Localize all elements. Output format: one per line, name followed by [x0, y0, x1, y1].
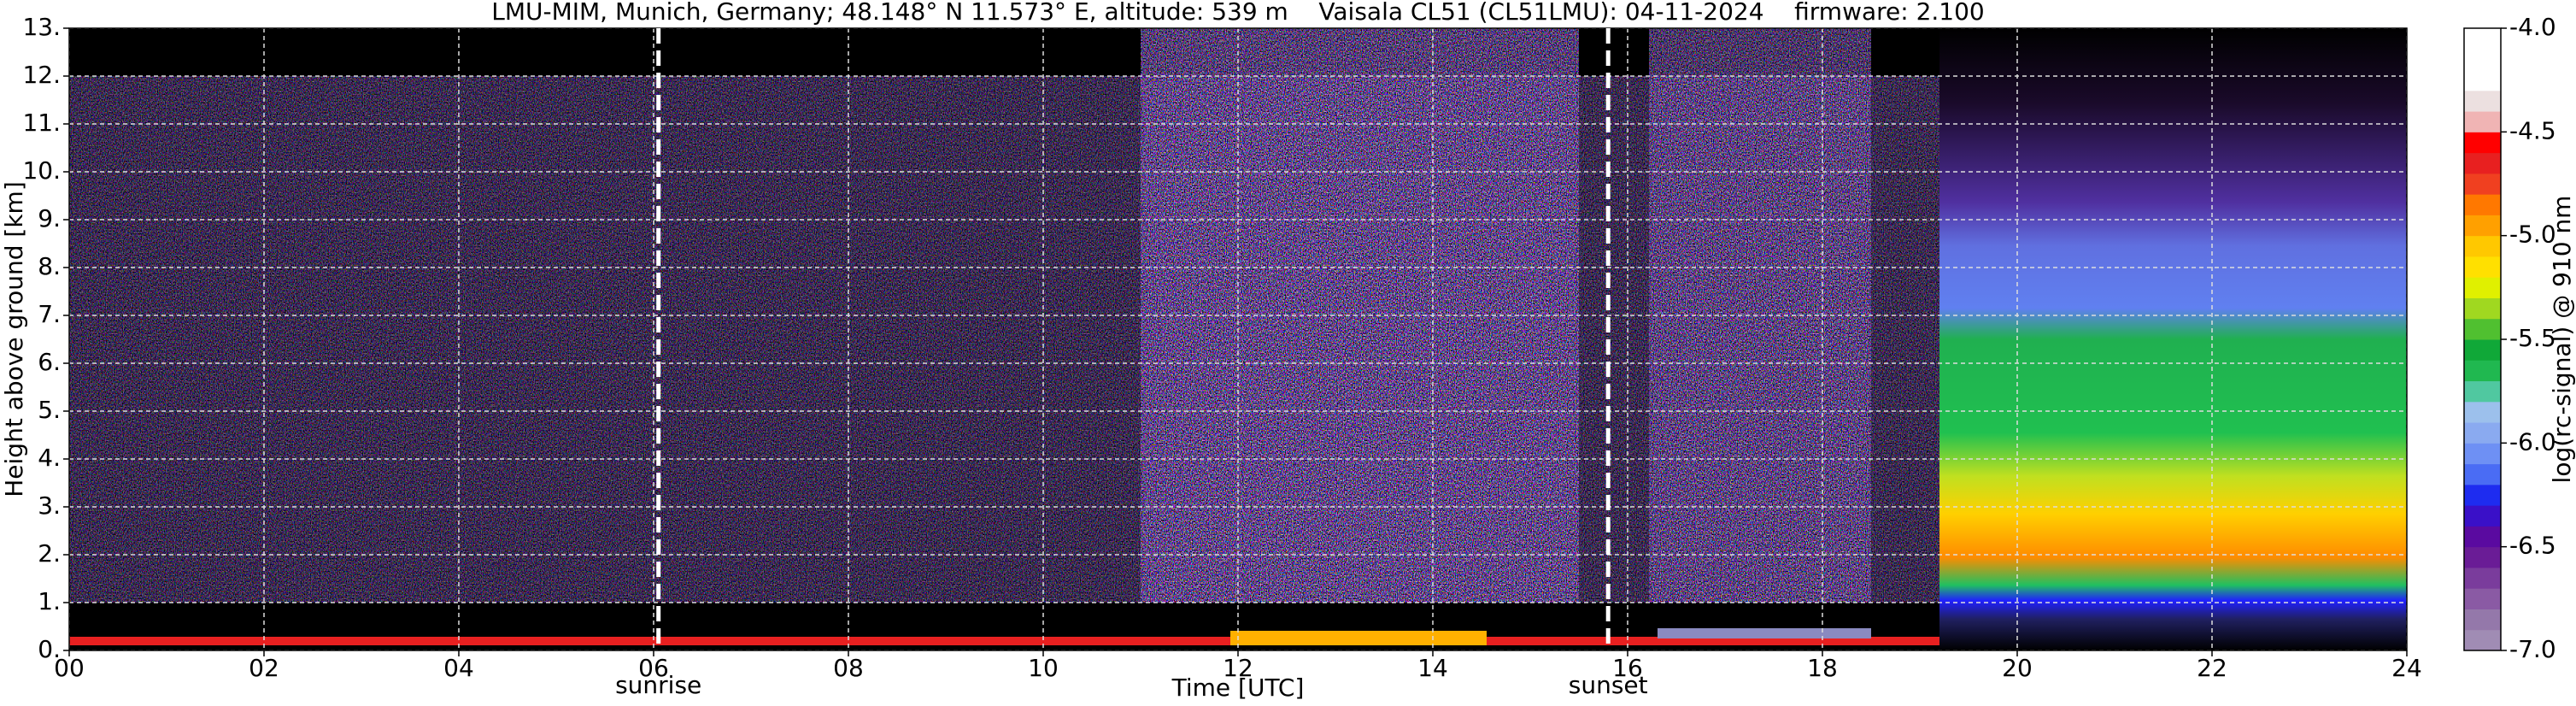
- colorbar-swatch: [2464, 546, 2501, 568]
- colorbar-swatch: [2464, 526, 2501, 548]
- colorbar-swatch: [2464, 111, 2501, 132]
- y-tick-label: 9.: [38, 204, 61, 232]
- annotation-label: sunrise: [615, 671, 701, 699]
- colorbar-swatch: [2464, 297, 2501, 320]
- colorbar-swatch: [2464, 256, 2501, 278]
- y-tick-label: 0.: [38, 635, 61, 663]
- colorbar-tick-label: -5.0: [2509, 221, 2556, 249]
- colorbar-swatch: [2464, 69, 2501, 91]
- colorbar-swatch: [2464, 505, 2501, 527]
- chart-title: LMU-MIM, Munich, Germany; 48.148° N 11.5…: [491, 0, 1985, 26]
- x-tick-label: 08: [833, 654, 864, 682]
- colorbar-swatch: [2464, 49, 2501, 71]
- y-tick-label: 5.: [38, 396, 61, 424]
- colorbar-tick-label: -4.0: [2509, 13, 2556, 41]
- x-tick-label: 02: [249, 654, 279, 682]
- y-tick-label: 3.: [38, 491, 61, 520]
- colorbar-tick-label: -5.5: [2509, 324, 2556, 352]
- y-tick-label: 4.: [38, 444, 61, 472]
- colorbar-swatch: [2464, 443, 2501, 465]
- x-tick-label: 10: [1028, 654, 1059, 682]
- colorbar-swatch: [2464, 28, 2501, 50]
- x-tick-label: 12: [1223, 654, 1253, 682]
- colorbar-swatch: [2464, 588, 2501, 609]
- x-axis-label: Time [UTC]: [1171, 674, 1305, 702]
- annotation-label: sunset: [1569, 671, 1648, 699]
- x-tick-label: 14: [1417, 654, 1448, 682]
- colorbar-swatch: [2464, 567, 2501, 589]
- colorbar-swatch: [2464, 484, 2501, 506]
- x-tick-label: 24: [2391, 654, 2422, 682]
- x-tick-label: 00: [54, 654, 85, 682]
- y-tick-label: 13.: [22, 13, 61, 41]
- colorbar-label: log(rc-signal) @ 910 nm: [2548, 196, 2576, 484]
- colorbar-swatch: [2464, 173, 2501, 195]
- y-axis-label: Height above ground [km]: [0, 181, 28, 497]
- y-tick-label: 11.: [22, 109, 61, 137]
- colorbar-swatch: [2464, 401, 2501, 423]
- y-tick-label: 10.: [22, 156, 61, 185]
- colorbar-swatch: [2464, 277, 2501, 298]
- colorbar-swatch: [2464, 215, 2501, 237]
- y-tick-label: 6.: [38, 348, 61, 376]
- x-tick-label: 04: [443, 654, 474, 682]
- y-tick-label: 12.: [22, 61, 61, 89]
- y-tick-label: 2.: [38, 539, 61, 568]
- colorbar-swatch: [2464, 152, 2501, 174]
- colorbar-swatch: [2464, 318, 2501, 340]
- colorbar-swatch: [2464, 629, 2501, 651]
- colorbar-tick-label: -6.0: [2509, 427, 2556, 456]
- x-tick-label: 18: [1807, 654, 1838, 682]
- colorbar-swatch: [2464, 90, 2501, 112]
- colorbar-swatch: [2464, 422, 2501, 444]
- colorbar-swatch: [2464, 132, 2501, 154]
- colorbar-swatch: [2464, 339, 2501, 361]
- x-tick-label: 06: [638, 654, 669, 682]
- colorbar-tick-label: -7.0: [2509, 635, 2556, 663]
- colorbar-swatch: [2464, 360, 2501, 382]
- colorbar-swatch: [2464, 380, 2501, 403]
- y-tick-label: 7.: [38, 300, 61, 328]
- x-tick-label: 16: [1612, 654, 1643, 682]
- y-tick-label: 8.: [38, 252, 61, 280]
- colorbar-swatch: [2464, 194, 2501, 215]
- colorbar-tick-label: -4.5: [2509, 116, 2556, 144]
- colorbar-swatch: [2464, 609, 2501, 631]
- colorbar-swatch: [2464, 235, 2501, 257]
- colorbar-tick-label: -6.5: [2509, 532, 2556, 560]
- colorbar-swatch: [2464, 463, 2501, 485]
- x-tick-label: 22: [2197, 654, 2227, 682]
- y-tick-label: 1.: [38, 587, 61, 615]
- x-tick-label: 20: [2002, 654, 2033, 682]
